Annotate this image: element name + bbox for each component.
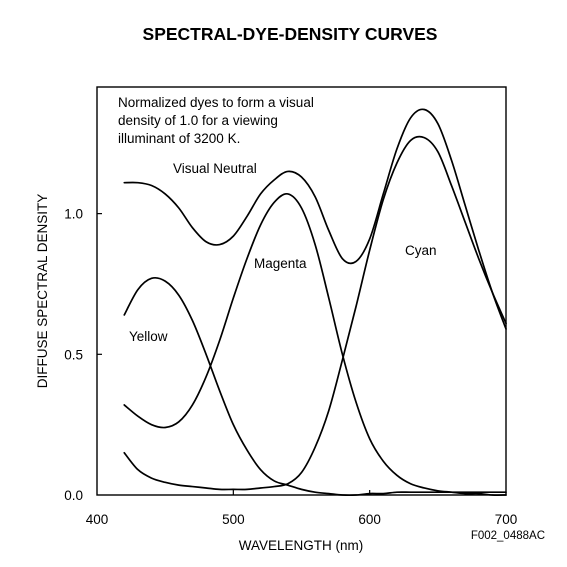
y-tick-label: 0.0 [64, 488, 83, 503]
y-axis-ticks: 0.0 0.5 1.0 [64, 207, 102, 503]
note-line-2: density of 1.0 for a viewing [118, 113, 278, 128]
label-yellow: Yellow [129, 329, 168, 344]
x-axis-ticks: 400 500 600 700 [86, 490, 518, 527]
curve-yellow [123, 276, 507, 497]
figure-id: F002_0488AC [471, 530, 545, 542]
curve-cyan [123, 135, 507, 491]
chart-title: SPECTRAL-DYE-DENSITY CURVES [143, 24, 438, 44]
label-visual-neutral: Visual Neutral [173, 161, 257, 176]
plot-frame [96, 86, 507, 496]
curve-visual-neutral [123, 108, 507, 330]
y-axis-label: DIFFUSE SPECTRAL DENSITY [35, 194, 50, 389]
y-tick-label: 0.5 [64, 347, 83, 362]
note-line-3: illuminant of 3200 K. [118, 131, 240, 146]
curve-magenta [123, 192, 507, 496]
x-tick-label: 500 [222, 512, 245, 527]
label-cyan: Cyan [405, 243, 437, 258]
dye-curves [123, 108, 507, 497]
x-axis-label: WAVELENGTH (nm) [239, 538, 364, 553]
label-magenta: Magenta [254, 256, 307, 271]
y-tick-label: 1.0 [64, 207, 83, 222]
x-tick-label: 400 [86, 512, 109, 527]
x-tick-label: 700 [495, 512, 518, 527]
note-line-1: Normalized dyes to form a visual [118, 95, 314, 110]
x-tick-label: 600 [358, 512, 381, 527]
